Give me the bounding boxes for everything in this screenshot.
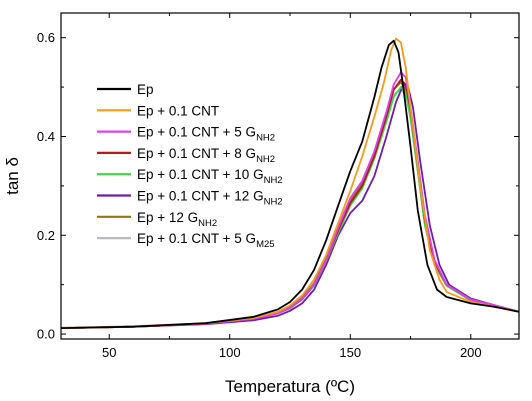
series-line-5 <box>61 86 519 329</box>
legend-label-5: Ep + 0.1 CNT + 10 GNH2 <box>137 167 283 186</box>
legend-subscript: NH2 <box>256 154 275 165</box>
x-tick-label: 200 <box>460 345 482 360</box>
y-tick-label: 0.0 <box>37 327 55 342</box>
series-line-4 <box>61 78 519 329</box>
legend-label-7: Ep + 12 GNH2 <box>137 210 217 229</box>
series-layer <box>61 37 519 329</box>
legend-label-1: Ep <box>137 82 154 97</box>
legend-subscript: NH2 <box>264 197 283 208</box>
axis-ticks: 50 100 150 200 0.0 0.2 0.4 0.6 <box>37 13 519 360</box>
y-tick-label: 0.6 <box>37 30 55 45</box>
legend-label-4: Ep + 0.1 CNT + 8 GNH2 <box>137 146 275 165</box>
legend-subscript: NH2 <box>264 175 283 186</box>
series-line-3 <box>61 71 519 329</box>
legend-label-3: Ep + 0.1 CNT + 5 GNH2 <box>137 125 275 144</box>
y-axis-title: tan δ <box>3 157 22 195</box>
series-line-6 <box>61 83 519 329</box>
x-tick-label: 100 <box>219 345 241 360</box>
legend-label-6: Ep + 0.1 CNT + 12 GNH2 <box>137 189 283 208</box>
series-line-8 <box>61 88 519 329</box>
legend-subscript: NH2 <box>256 133 275 144</box>
series-line-7 <box>61 81 519 329</box>
series-line-2 <box>61 37 519 329</box>
y-tick-label: 0.4 <box>37 129 55 144</box>
series-line-1 <box>61 39 519 329</box>
legend: Ep Ep + 0.1 CNT Ep + 0.1 CNT + 5 GNH2 Ep + … <box>97 82 283 250</box>
plot-frame <box>60 12 520 340</box>
x-axis-title: Temperatura (ºC) <box>225 377 355 396</box>
legend-subscript: NH2 <box>198 218 217 229</box>
legend-label-2: Ep + 0.1 CNT <box>137 103 219 118</box>
legend-label-8: Ep + 0.1 CNT + 5 GM25 <box>137 231 275 250</box>
x-tick-label: 150 <box>339 345 361 360</box>
x-tick-label: 50 <box>102 345 116 360</box>
y-tick-label: 0.2 <box>37 228 55 243</box>
legend-subscript: M25 <box>256 239 274 250</box>
